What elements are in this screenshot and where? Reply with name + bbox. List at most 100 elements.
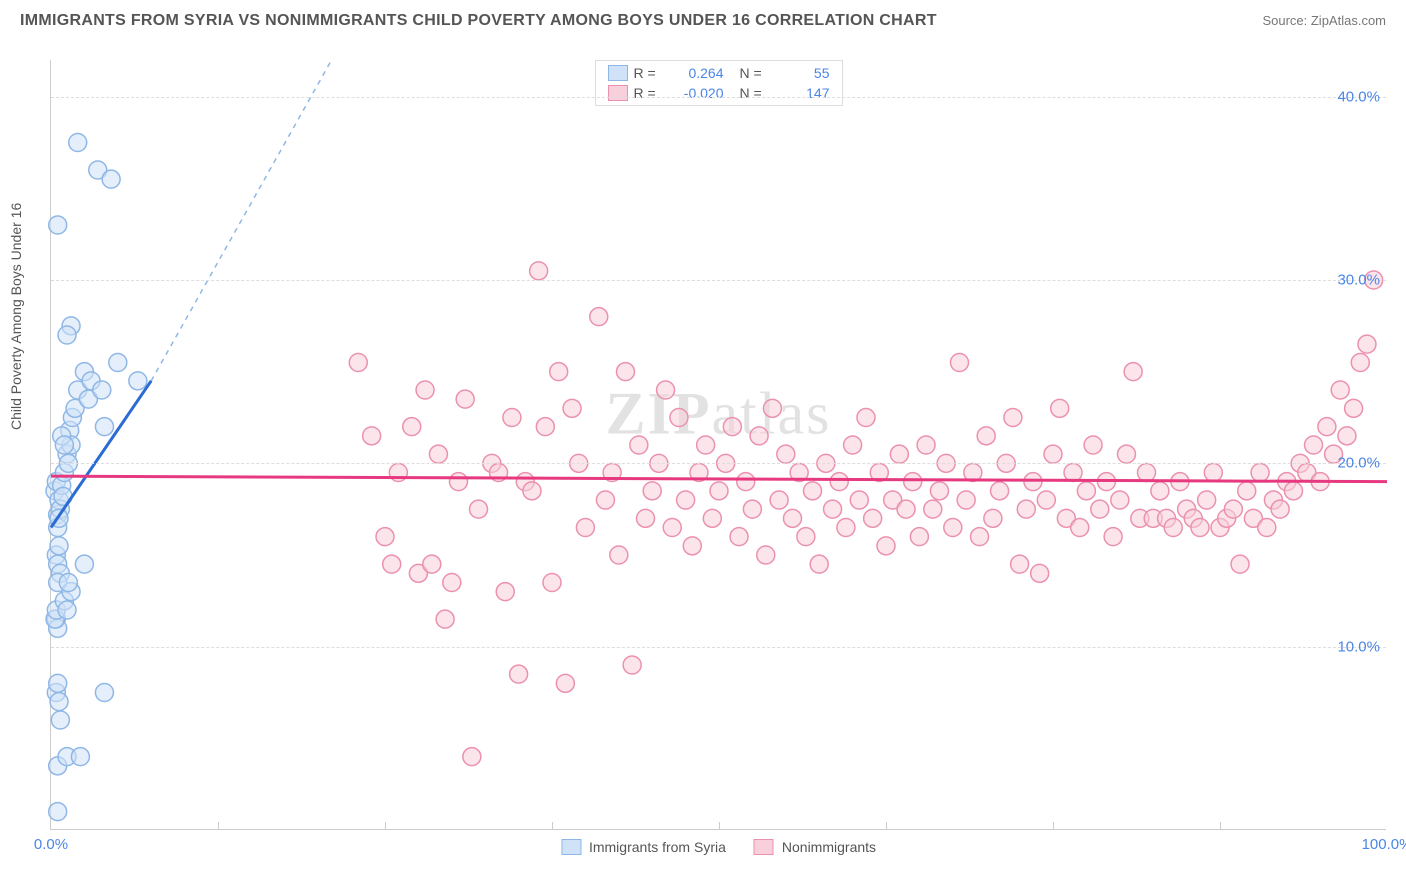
data-point — [456, 390, 474, 408]
data-point — [550, 363, 568, 381]
data-point — [991, 482, 1009, 500]
data-point — [1037, 491, 1055, 509]
legend-r-label: R = — [634, 85, 666, 101]
data-point — [383, 555, 401, 573]
y-tick-label: 40.0% — [1337, 88, 1380, 105]
data-point — [910, 528, 928, 546]
data-point — [623, 656, 641, 674]
y-tick-label: 30.0% — [1337, 272, 1380, 289]
data-point — [51, 711, 69, 729]
data-point — [703, 509, 721, 527]
data-point — [576, 519, 594, 537]
legend-row: R =0.264N =55 — [596, 63, 842, 83]
data-point — [1338, 427, 1356, 445]
data-point — [58, 326, 76, 344]
data-point — [643, 482, 661, 500]
legend-n-label: N = — [740, 85, 772, 101]
data-point — [403, 418, 421, 436]
x-minor-tick — [1053, 822, 1054, 830]
data-point — [904, 473, 922, 491]
data-point — [556, 674, 574, 692]
data-point — [1051, 399, 1069, 417]
legend-r-label: R = — [634, 65, 666, 81]
data-point — [496, 583, 514, 601]
data-point — [1084, 436, 1102, 454]
legend-row: R =-0.020N =147 — [596, 83, 842, 103]
x-minor-tick — [719, 822, 720, 830]
data-point — [1258, 519, 1276, 537]
data-point — [1198, 491, 1216, 509]
data-point — [950, 354, 968, 372]
legend-r-value: -0.020 — [672, 85, 724, 101]
data-point — [924, 500, 942, 518]
data-point — [857, 409, 875, 427]
data-point — [50, 537, 68, 555]
data-point — [890, 445, 908, 463]
series-legend: Immigrants from SyriaNonimmigrants — [561, 839, 876, 855]
data-point — [1011, 555, 1029, 573]
data-point — [657, 381, 675, 399]
data-point — [363, 427, 381, 445]
data-point — [536, 418, 554, 436]
data-point — [1331, 381, 1349, 399]
data-point — [416, 381, 434, 399]
data-point — [1124, 363, 1142, 381]
legend-n-value: 55 — [778, 65, 830, 81]
data-point — [710, 482, 728, 500]
data-point — [770, 491, 788, 509]
data-point — [777, 445, 795, 463]
legend-swatch — [561, 839, 581, 855]
data-point — [1224, 500, 1242, 518]
legend-swatch — [754, 839, 774, 855]
y-tick-label: 10.0% — [1337, 638, 1380, 655]
data-point — [677, 491, 695, 509]
data-point — [470, 500, 488, 518]
data-point — [1318, 418, 1336, 436]
data-point — [1284, 482, 1302, 500]
gridline-h — [51, 97, 1386, 98]
data-point — [1138, 464, 1156, 482]
data-point — [590, 308, 608, 326]
data-point — [1238, 482, 1256, 500]
data-point — [423, 555, 441, 573]
data-point — [670, 409, 688, 427]
data-point — [637, 509, 655, 527]
data-point — [984, 509, 1002, 527]
data-point — [69, 134, 87, 152]
data-point — [463, 748, 481, 766]
x-tick-label: 100.0% — [1362, 836, 1406, 853]
data-point — [95, 418, 113, 436]
data-point — [730, 528, 748, 546]
data-point — [737, 473, 755, 491]
correlation-legend: R =0.264N =55R =-0.020N =147 — [595, 60, 843, 106]
x-minor-tick — [218, 822, 219, 830]
data-point — [93, 381, 111, 399]
data-point — [49, 216, 67, 234]
data-point — [971, 528, 989, 546]
data-point — [844, 436, 862, 454]
data-point — [1117, 445, 1135, 463]
data-point — [1044, 445, 1062, 463]
x-minor-tick — [886, 822, 887, 830]
data-point — [95, 684, 113, 702]
legend-item: Nonimmigrants — [754, 839, 876, 855]
gridline-h — [51, 647, 1386, 648]
data-point — [596, 491, 614, 509]
data-point — [1191, 519, 1209, 537]
data-point — [783, 509, 801, 527]
data-point — [630, 436, 648, 454]
data-point — [563, 399, 581, 417]
data-point — [1071, 519, 1089, 537]
data-point — [436, 610, 454, 628]
data-point — [930, 482, 948, 500]
data-point — [50, 693, 68, 711]
data-point — [1104, 528, 1122, 546]
data-point — [109, 354, 127, 372]
data-point — [102, 170, 120, 188]
x-minor-tick — [385, 822, 386, 830]
data-point — [683, 537, 701, 555]
data-point — [864, 509, 882, 527]
data-point — [830, 473, 848, 491]
data-point — [1164, 519, 1182, 537]
data-point — [763, 399, 781, 417]
